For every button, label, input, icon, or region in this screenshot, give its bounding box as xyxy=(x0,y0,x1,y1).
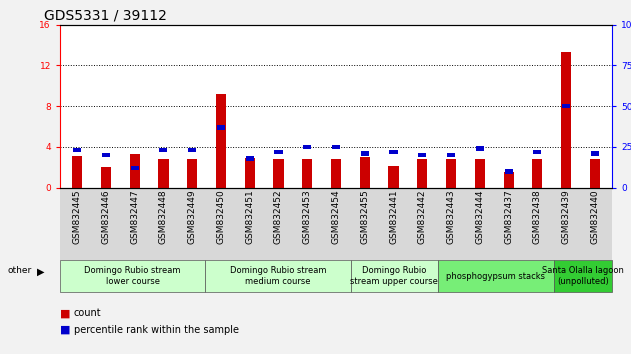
Bar xyxy=(245,158,255,188)
Bar xyxy=(447,153,455,157)
Bar xyxy=(417,159,427,188)
Bar xyxy=(505,169,512,173)
Text: count: count xyxy=(74,308,102,318)
Text: Santa Olalla lagoon
(unpolluted): Santa Olalla lagoon (unpolluted) xyxy=(542,267,624,286)
Bar xyxy=(389,166,399,188)
Text: Domingo Rubio stream
medium course: Domingo Rubio stream medium course xyxy=(230,267,326,286)
Bar xyxy=(216,94,226,188)
Text: ■: ■ xyxy=(60,325,71,335)
Bar xyxy=(102,153,110,157)
Bar xyxy=(130,154,139,188)
Text: Domingo Rubio
stream upper course: Domingo Rubio stream upper course xyxy=(350,267,438,286)
Text: ▶: ▶ xyxy=(37,267,44,276)
Bar xyxy=(188,148,196,153)
Bar xyxy=(72,156,82,188)
Bar xyxy=(561,52,571,188)
Bar xyxy=(304,145,311,149)
Text: GDS5331 / 39112: GDS5331 / 39112 xyxy=(44,9,167,23)
Text: other: other xyxy=(8,266,32,275)
Bar xyxy=(591,151,599,156)
Bar xyxy=(360,157,370,188)
Bar xyxy=(361,151,369,156)
Bar xyxy=(331,159,341,188)
Text: percentile rank within the sample: percentile rank within the sample xyxy=(74,325,239,335)
Bar xyxy=(504,172,514,188)
Text: ■: ■ xyxy=(60,308,71,318)
Text: phosphogypsum stacks: phosphogypsum stacks xyxy=(446,272,545,281)
Bar xyxy=(533,159,542,188)
Bar xyxy=(245,156,254,161)
Bar xyxy=(302,159,312,188)
Bar xyxy=(562,104,570,108)
Bar xyxy=(217,125,225,130)
Bar xyxy=(274,149,283,154)
Bar xyxy=(476,146,484,151)
Bar xyxy=(590,159,600,188)
Bar xyxy=(160,148,167,153)
Bar xyxy=(187,159,198,188)
Bar xyxy=(389,149,398,154)
Bar xyxy=(101,167,111,188)
Text: Domingo Rubio stream
lower course: Domingo Rubio stream lower course xyxy=(85,267,181,286)
Bar xyxy=(418,153,427,157)
Bar xyxy=(131,166,139,170)
Bar xyxy=(73,148,81,153)
Bar xyxy=(158,159,168,188)
Bar xyxy=(273,159,283,188)
Bar xyxy=(475,159,485,188)
Bar xyxy=(446,159,456,188)
Bar xyxy=(332,145,340,149)
Bar xyxy=(533,149,541,154)
